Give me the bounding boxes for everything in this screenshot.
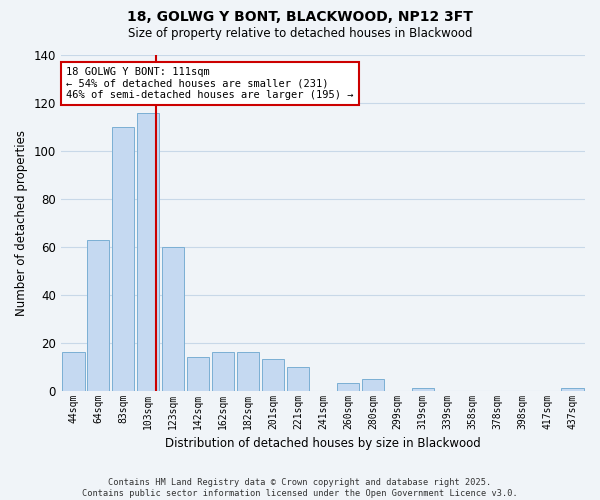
Bar (362, 378, 384, 390)
Bar (337, 384, 359, 390)
Bar (137, 112, 160, 390)
Bar (87, 240, 109, 390)
Bar (212, 352, 234, 391)
Text: 18, GOLWG Y BONT, BLACKWOOD, NP12 3FT: 18, GOLWG Y BONT, BLACKWOOD, NP12 3FT (127, 10, 473, 24)
Bar (561, 388, 584, 390)
Bar (112, 127, 134, 390)
Text: Size of property relative to detached houses in Blackwood: Size of property relative to detached ho… (128, 28, 472, 40)
Bar (162, 247, 184, 390)
Bar (412, 388, 434, 390)
Bar (187, 357, 209, 390)
Bar (62, 352, 85, 391)
Bar (287, 366, 309, 390)
X-axis label: Distribution of detached houses by size in Blackwood: Distribution of detached houses by size … (165, 437, 481, 450)
Text: Contains HM Land Registry data © Crown copyright and database right 2025.
Contai: Contains HM Land Registry data © Crown c… (82, 478, 518, 498)
Text: 18 GOLWG Y BONT: 111sqm
← 54% of detached houses are smaller (231)
46% of semi-d: 18 GOLWG Y BONT: 111sqm ← 54% of detache… (66, 66, 353, 100)
Y-axis label: Number of detached properties: Number of detached properties (15, 130, 28, 316)
Bar (237, 352, 259, 391)
Bar (262, 360, 284, 390)
